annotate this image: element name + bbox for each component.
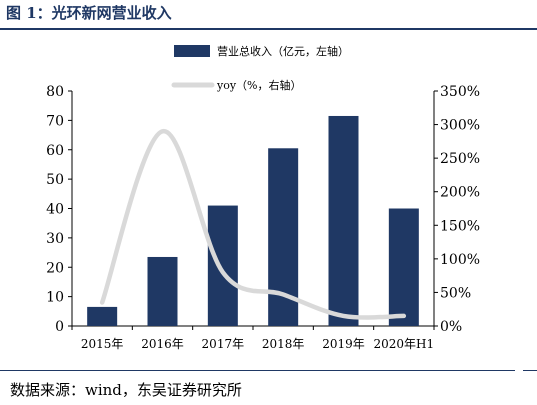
left-tick-label: 20 xyxy=(46,260,64,276)
legend: 营业总收入（亿元，左轴） yoy（%，右轴） xyxy=(171,44,349,92)
right-tick-label: 250% xyxy=(440,151,480,167)
revenue-chart: 营业总收入（亿元，左轴） yoy（%，右轴） 0 10 20 30 40 50 60 70 80… xyxy=(46,44,480,351)
x-tick-label: 2018年 xyxy=(262,337,305,351)
left-tick-label: 40 xyxy=(46,202,64,218)
right-tick-label: 0% xyxy=(440,319,462,335)
right-tick-label: 200% xyxy=(440,185,480,201)
top-divider xyxy=(0,28,537,30)
yoy-line-path xyxy=(99,129,407,320)
yoy-line xyxy=(99,129,407,320)
right-tick-label: 100% xyxy=(440,252,480,268)
x-tick-label: 2020年H1 xyxy=(374,337,435,351)
right-tick-label: 350% xyxy=(440,84,480,100)
revenue-bar xyxy=(147,256,178,326)
right-tick-label: 300% xyxy=(440,118,480,134)
source-note: 数据来源：wind，东吴证券研究所 xyxy=(10,381,242,399)
left-tick-label: 70 xyxy=(46,113,64,129)
x-tick-label: 2019年 xyxy=(322,337,365,351)
legend-bar-swatch xyxy=(174,45,210,57)
x-tick-label: 2017年 xyxy=(202,337,245,351)
right-tick-label: 150% xyxy=(440,218,480,234)
x-tick-label: 2015年 xyxy=(81,337,124,351)
left-tick-label: 30 xyxy=(46,231,64,247)
figure-title: 图 1：光环新网营业收入 xyxy=(6,4,172,22)
revenue-bar xyxy=(388,208,419,326)
left-tick-label: 60 xyxy=(46,143,64,159)
revenue-bar xyxy=(207,205,238,326)
left-tick-label: 10 xyxy=(46,290,64,306)
right-tick-label: 50% xyxy=(440,285,471,301)
legend-line-label: yoy（%，右轴） xyxy=(216,78,302,92)
x-tick-label: 2016年 xyxy=(141,337,184,351)
left-tick-label: 80 xyxy=(46,84,64,100)
left-tick-label: 0 xyxy=(55,319,64,335)
revenue-bar xyxy=(328,115,359,326)
bottom-divider-tail xyxy=(523,370,537,371)
bottom-divider xyxy=(0,370,515,371)
left-tick-label: 50 xyxy=(46,172,64,188)
revenue-bar xyxy=(87,306,118,326)
bars xyxy=(87,115,419,326)
legend-bar-label: 营业总收入（亿元，左轴） xyxy=(217,44,349,58)
axes: 0 10 20 30 40 50 60 70 80 0% 50% 100% 150% 200% 250% 30… xyxy=(46,84,480,351)
